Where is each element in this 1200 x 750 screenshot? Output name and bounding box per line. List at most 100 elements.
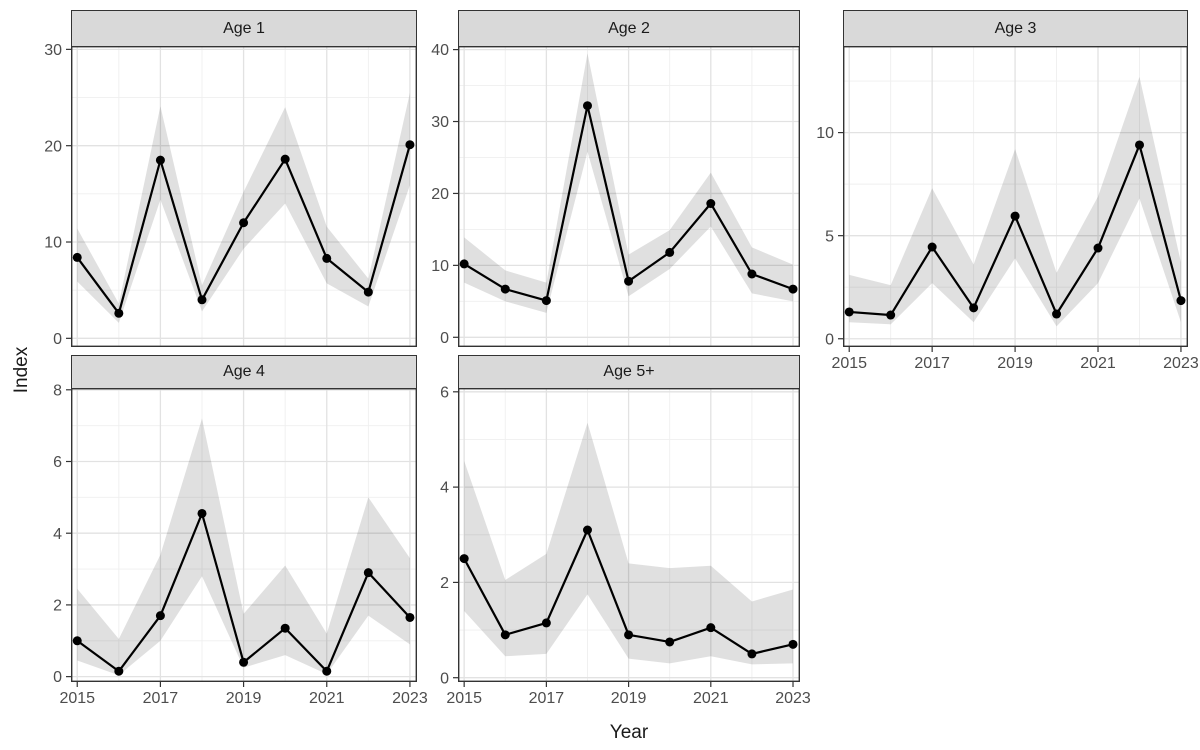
panel-border (457, 387, 801, 683)
x-tick-label: 2019 (226, 690, 262, 707)
confidence-ribbon (464, 422, 794, 665)
panel-border (842, 45, 1189, 348)
data-point (459, 554, 469, 564)
facet-strip-age-2: Age 2 (458, 10, 800, 47)
data-point (706, 199, 716, 209)
facet-panel-age-1: 0 10 20 30 (44, 42, 418, 348)
y-tick-label: 5 (825, 228, 834, 245)
y-tick-label: 30 (431, 114, 449, 131)
data-point (582, 101, 592, 111)
y-tick-label: 10 (44, 235, 62, 252)
data-point (665, 637, 675, 647)
x-tick-label: 2015 (59, 690, 95, 707)
data-point (1010, 211, 1020, 221)
panel-border (70, 45, 418, 348)
y-tick-label: 0 (53, 669, 62, 686)
confidence-ribbon (77, 92, 410, 323)
y-tick-label: 0 (825, 331, 834, 348)
y-tick-label: 10 (816, 125, 834, 142)
data-point (1052, 309, 1062, 319)
data-point (500, 284, 510, 294)
data-point (72, 252, 82, 262)
data-point (280, 154, 290, 164)
data-point (788, 284, 798, 294)
data-point (624, 276, 634, 286)
data-point (706, 623, 716, 633)
data-point (747, 269, 757, 279)
y-tick-label: 0 (440, 330, 449, 347)
data-point (322, 253, 332, 263)
confidence-ribbon (464, 53, 794, 313)
y-tick-label: 0 (440, 670, 449, 687)
facet-label: Age 3 (994, 19, 1037, 37)
data-point (197, 508, 207, 518)
data-point (1093, 243, 1103, 253)
data-point (624, 630, 634, 640)
x-tick-label: 2017 (143, 690, 179, 707)
y-tick-label: 4 (440, 480, 449, 497)
x-tick-label: 2021 (309, 690, 345, 707)
y-tick-label: 6 (53, 454, 62, 471)
facet-label: Age 2 (608, 19, 650, 37)
data-point (1176, 296, 1186, 306)
facet-panel-age-3: 0 5 10 2015 2017 2019 2021 2023 (816, 45, 1199, 372)
facet-strip-age-5plus: Age 5+ (458, 355, 800, 389)
data-point (363, 568, 373, 578)
y-tick-label: 8 (53, 382, 62, 399)
x-tick-label: 2015 (831, 355, 867, 372)
data-point (114, 308, 124, 318)
facet-panel-age-2: 0 10 20 30 40 (431, 42, 801, 348)
facet-strip-age-3: Age 3 (843, 10, 1188, 47)
y-tick-label: 40 (431, 42, 449, 59)
y-tick-label: 2 (440, 575, 449, 592)
x-tick-label: 2015 (446, 690, 482, 707)
y-tick-label: 20 (44, 138, 62, 155)
data-point (197, 295, 207, 305)
x-tick-label: 2023 (392, 690, 428, 707)
facet-label: Age 1 (223, 19, 265, 37)
facet-label: Age 4 (223, 363, 265, 380)
x-tick-label: 2023 (1163, 355, 1199, 372)
data-point (927, 242, 937, 252)
y-tick-label: 10 (431, 258, 449, 275)
data-point (239, 657, 249, 667)
facet-strip-age-1: Age 1 (71, 10, 417, 47)
data-point (239, 218, 249, 228)
x-tick-label: 2019 (611, 690, 647, 707)
data-point (969, 303, 979, 313)
y-tick-label: 30 (44, 42, 62, 59)
x-tick-label: 2021 (1080, 355, 1116, 372)
x-tick-label: 2019 (997, 355, 1033, 372)
data-point (280, 623, 290, 633)
y-tick-label: 2 (53, 598, 62, 615)
data-point (405, 140, 415, 150)
panel-border (457, 45, 801, 348)
data-point (665, 247, 675, 257)
x-tick-label: 2017 (914, 355, 950, 372)
y-tick-label: 20 (431, 186, 449, 203)
data-point (541, 296, 551, 306)
data-point (155, 155, 165, 165)
data-point (405, 612, 415, 622)
data-point (114, 666, 124, 676)
data-point (322, 666, 332, 676)
data-point (459, 259, 469, 269)
panel-border (70, 387, 418, 683)
y-tick-label: 4 (53, 526, 62, 543)
y-tick-label: 0 (53, 331, 62, 348)
x-tick-label: 2017 (529, 690, 565, 707)
x-axis-title: Year (609, 722, 649, 743)
data-point (747, 649, 757, 659)
data-point (72, 636, 82, 646)
data-point (582, 525, 592, 535)
data-point (155, 611, 165, 621)
x-tick-label: 2021 (693, 690, 729, 707)
data-point (1134, 140, 1144, 150)
facet-panel-age-5plus: 0 2 4 6 2015 2017 2019 2021 2023 (440, 384, 811, 707)
data-point (500, 630, 510, 640)
data-point (788, 639, 798, 649)
facet-panel-age-4: 0 2 4 6 8 2015 2017 2019 2021 2023 (53, 382, 428, 707)
confidence-ribbon (77, 418, 410, 676)
data-point (844, 307, 854, 317)
